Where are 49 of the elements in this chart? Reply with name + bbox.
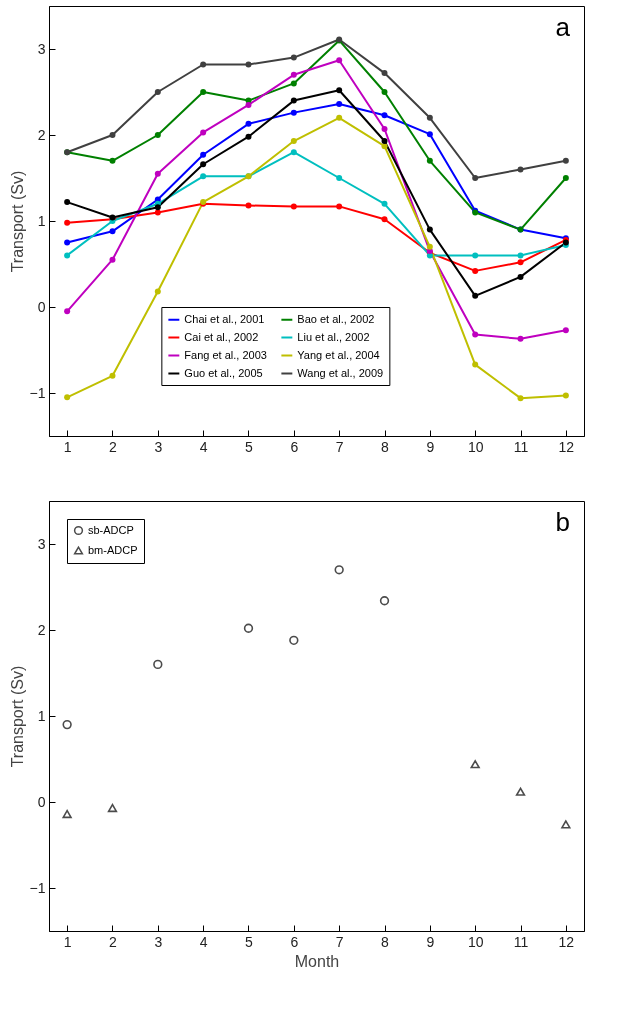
y-tick-label: 2: [37, 126, 46, 143]
x-tick-label: 12: [558, 933, 575, 950]
legend-label: sb-ADCP: [88, 523, 134, 536]
y-tick-label: 1: [37, 212, 46, 229]
legend-label: Cai et al., 2002: [184, 330, 259, 343]
x-tick-label: 11: [513, 933, 529, 950]
legend-label: Bao et al., 2002: [297, 312, 375, 325]
x-tick-label: 4: [199, 933, 208, 950]
y-tick-label: 1: [37, 707, 46, 724]
legend-label: Fang et al., 2003: [184, 348, 267, 361]
x-tick-label: 4: [199, 438, 208, 455]
x-axis-title: Month: [294, 952, 340, 970]
x-tick-label: 3: [154, 933, 163, 950]
x-tick-label: 8: [381, 438, 390, 455]
legend-label: Yang et al., 2004: [297, 348, 380, 361]
legend-label: bm-ADCP: [88, 543, 138, 556]
x-tick-label: 3: [154, 438, 163, 455]
x-tick-label: 9: [426, 438, 435, 455]
x-tick-label: 8: [381, 933, 390, 950]
annotation: b: [555, 507, 570, 537]
legend-label: Guo et al., 2005: [184, 366, 263, 379]
x-tick-label: 5: [245, 933, 254, 950]
x-tick-label: 1: [63, 438, 72, 455]
x-tick-label: 12: [558, 438, 575, 455]
y-axis-title: Transport (Sv): [8, 665, 26, 768]
y-axis-title: Transport (Sv): [8, 170, 26, 273]
x-tick-label: 6: [290, 933, 299, 950]
x-tick-label: 2: [109, 933, 118, 950]
x-tick-label: 10: [467, 438, 484, 455]
x-tick-label: 7: [335, 438, 344, 455]
y-tick-label: −1: [29, 879, 46, 896]
x-tick-label: 11: [513, 438, 529, 455]
y-tick-label: 3: [37, 40, 46, 57]
annotation: a: [555, 12, 571, 42]
y-tick-label: −1: [29, 384, 46, 401]
y-tick-label: 0: [37, 298, 46, 315]
x-tick-label: 9: [426, 933, 435, 950]
x-tick-label: 5: [245, 438, 254, 455]
legend-label: Wang et al., 2009: [297, 366, 384, 379]
y-tick-label: 3: [37, 535, 46, 552]
y-tick-label: 0: [37, 793, 46, 810]
y-tick-label: 2: [37, 621, 46, 638]
x-tick-label: 7: [335, 933, 344, 950]
x-tick-label: 2: [109, 438, 118, 455]
x-tick-label: 10: [467, 933, 484, 950]
legend-label: Chai et al., 2001: [184, 312, 265, 325]
x-tick-label: 1: [63, 933, 72, 950]
x-tick-label: 6: [290, 438, 299, 455]
legend-label: Liu et al., 2002: [297, 330, 370, 343]
